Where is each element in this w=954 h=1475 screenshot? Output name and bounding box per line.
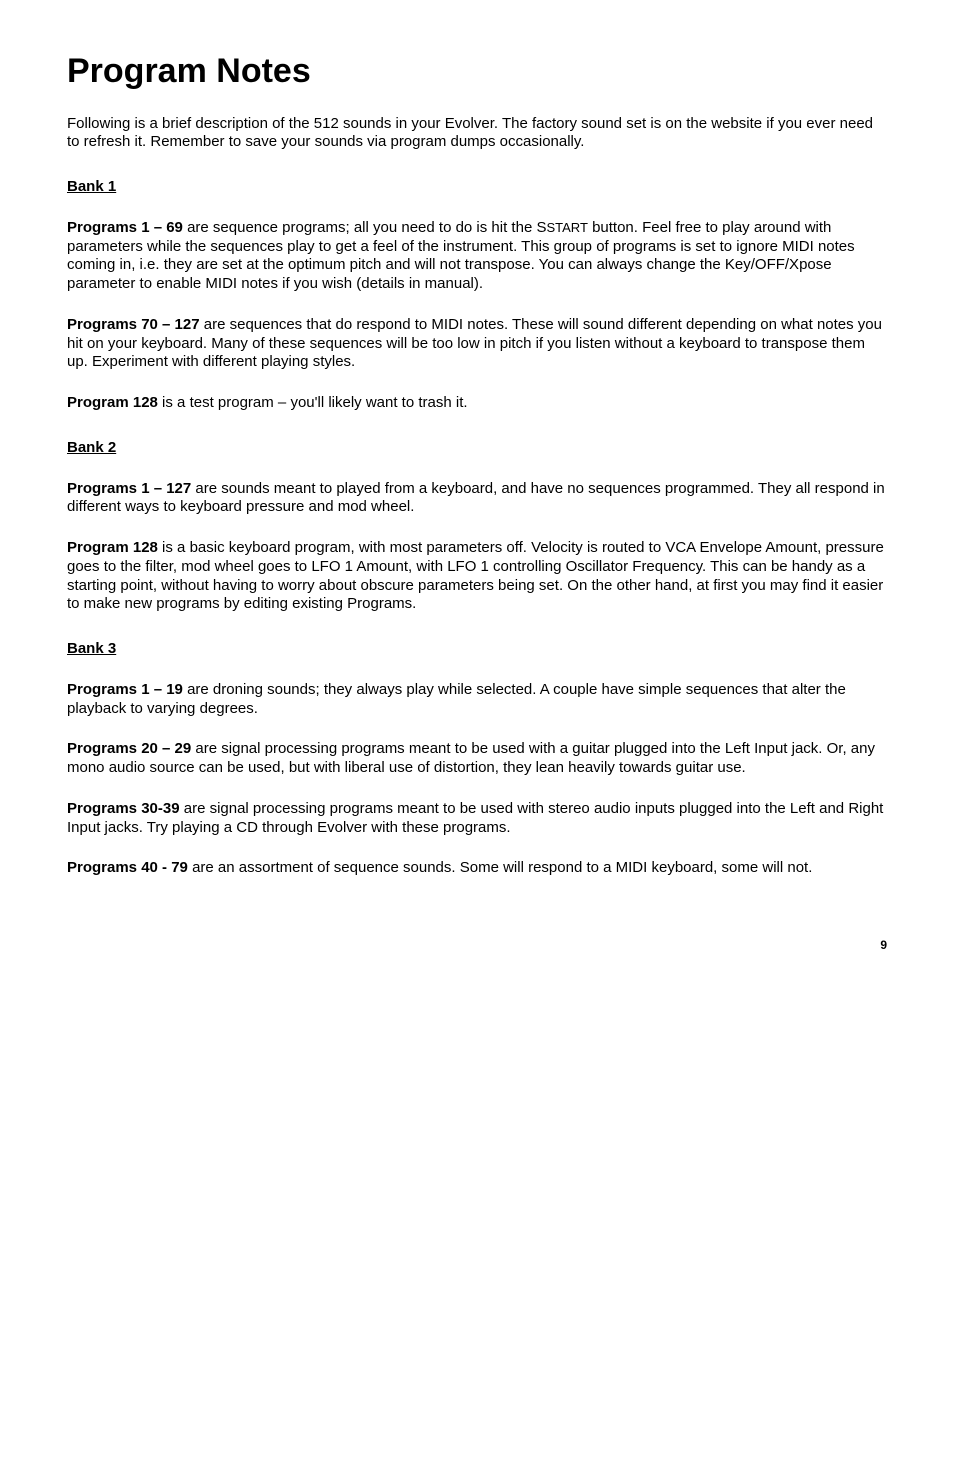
page-title: Program Notes (67, 50, 887, 93)
bank3-heading: Bank 3 (67, 640, 887, 659)
bank3-paragraph-4: Programs 40 - 79 are an assortment of se… (67, 859, 887, 878)
program-range-label: Program 128 (67, 394, 158, 411)
program-range-label: Programs 20 – 29 (67, 740, 191, 757)
bank2-heading: Bank 2 (67, 439, 887, 458)
bank1-paragraph-1: Programs 1 – 69 are sequence programs; a… (67, 219, 887, 294)
body-text: are sequence programs; all you need to d… (183, 219, 537, 236)
body-text: are an assortment of sequence sounds. So… (188, 859, 812, 876)
start-label: SSTART (536, 219, 587, 236)
bank1-paragraph-2: Programs 70 – 127 are sequences that do … (67, 316, 887, 372)
page-number: 9 (67, 938, 887, 953)
bank3-paragraph-2: Programs 20 – 29 are signal processing p… (67, 740, 887, 778)
program-range-label: Programs 30-39 (67, 800, 180, 817)
program-range-label: Programs 1 – 69 (67, 219, 183, 236)
program-range-label: Programs 1 – 127 (67, 480, 191, 497)
bank2-paragraph-1: Programs 1 – 127 are sounds meant to pla… (67, 480, 887, 518)
bank1-paragraph-3: Program 128 is a test program – you'll l… (67, 394, 887, 413)
bank3-paragraph-1: Programs 1 – 19 are droning sounds; they… (67, 681, 887, 719)
program-range-label: Programs 70 – 127 (67, 316, 200, 333)
body-text: are droning sounds; they always play whi… (67, 681, 846, 717)
program-range-label: Programs 1 – 19 (67, 681, 183, 698)
body-text: is a basic keyboard program, with most p… (67, 539, 884, 612)
body-text: is a test program – you'll likely want t… (158, 394, 468, 411)
start-smallcaps: START (546, 220, 587, 235)
program-range-label: Program 128 (67, 539, 158, 556)
intro-paragraph: Following is a brief description of the … (67, 115, 887, 153)
body-text: are signal processing programs meant to … (67, 800, 883, 836)
program-range-label: Programs 40 - 79 (67, 859, 188, 876)
bank1-heading: Bank 1 (67, 178, 887, 197)
bank3-paragraph-3: Programs 30-39 are signal processing pro… (67, 800, 887, 838)
bank2-paragraph-2: Program 128 is a basic keyboard program,… (67, 539, 887, 614)
